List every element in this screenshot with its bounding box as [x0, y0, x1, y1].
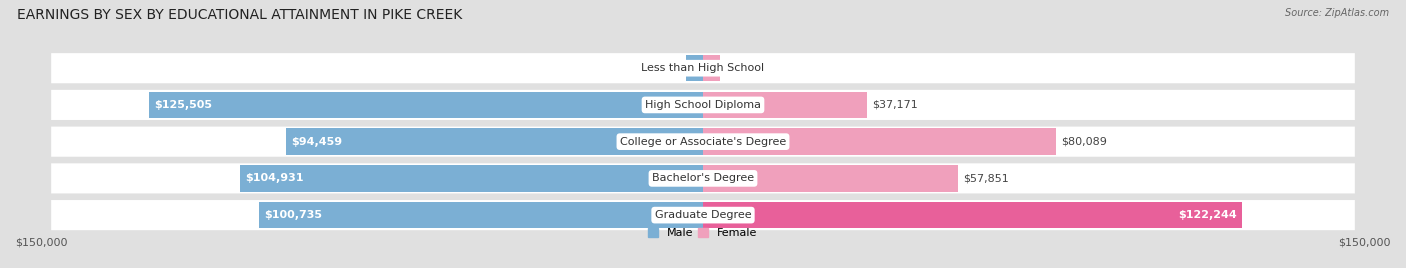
Text: College or Associate's Degree: College or Associate's Degree — [620, 137, 786, 147]
FancyBboxPatch shape — [51, 53, 1355, 83]
Text: $122,244: $122,244 — [1178, 210, 1237, 220]
Text: Less than High School: Less than High School — [641, 63, 765, 73]
Text: EARNINGS BY SEX BY EDUCATIONAL ATTAINMENT IN PIKE CREEK: EARNINGS BY SEX BY EDUCATIONAL ATTAINMEN… — [17, 8, 463, 22]
FancyBboxPatch shape — [51, 200, 1355, 230]
Text: Source: ZipAtlas.com: Source: ZipAtlas.com — [1285, 8, 1389, 18]
Bar — [287, 128, 703, 155]
Text: Bachelor's Degree: Bachelor's Degree — [652, 173, 754, 183]
FancyBboxPatch shape — [51, 163, 1355, 193]
FancyBboxPatch shape — [51, 126, 1355, 157]
Legend: Male, Female: Male, Female — [644, 224, 762, 243]
Text: $104,931: $104,931 — [246, 173, 304, 183]
FancyBboxPatch shape — [51, 90, 1355, 120]
Bar — [703, 55, 720, 81]
Text: $80,089: $80,089 — [1062, 137, 1108, 147]
Bar — [240, 165, 703, 192]
Text: High School Diploma: High School Diploma — [645, 100, 761, 110]
Bar — [703, 202, 1243, 228]
Text: $57,851: $57,851 — [963, 173, 1010, 183]
Bar — [703, 128, 1056, 155]
Bar — [149, 92, 703, 118]
Bar — [686, 55, 703, 81]
Text: $37,171: $37,171 — [872, 100, 918, 110]
Bar — [703, 165, 959, 192]
Text: $0: $0 — [669, 63, 683, 73]
Text: $0: $0 — [723, 63, 737, 73]
Text: $94,459: $94,459 — [291, 137, 343, 147]
Text: $125,505: $125,505 — [155, 100, 212, 110]
Bar — [703, 92, 868, 118]
Bar — [259, 202, 703, 228]
Text: $100,735: $100,735 — [264, 210, 322, 220]
Text: Graduate Degree: Graduate Degree — [655, 210, 751, 220]
